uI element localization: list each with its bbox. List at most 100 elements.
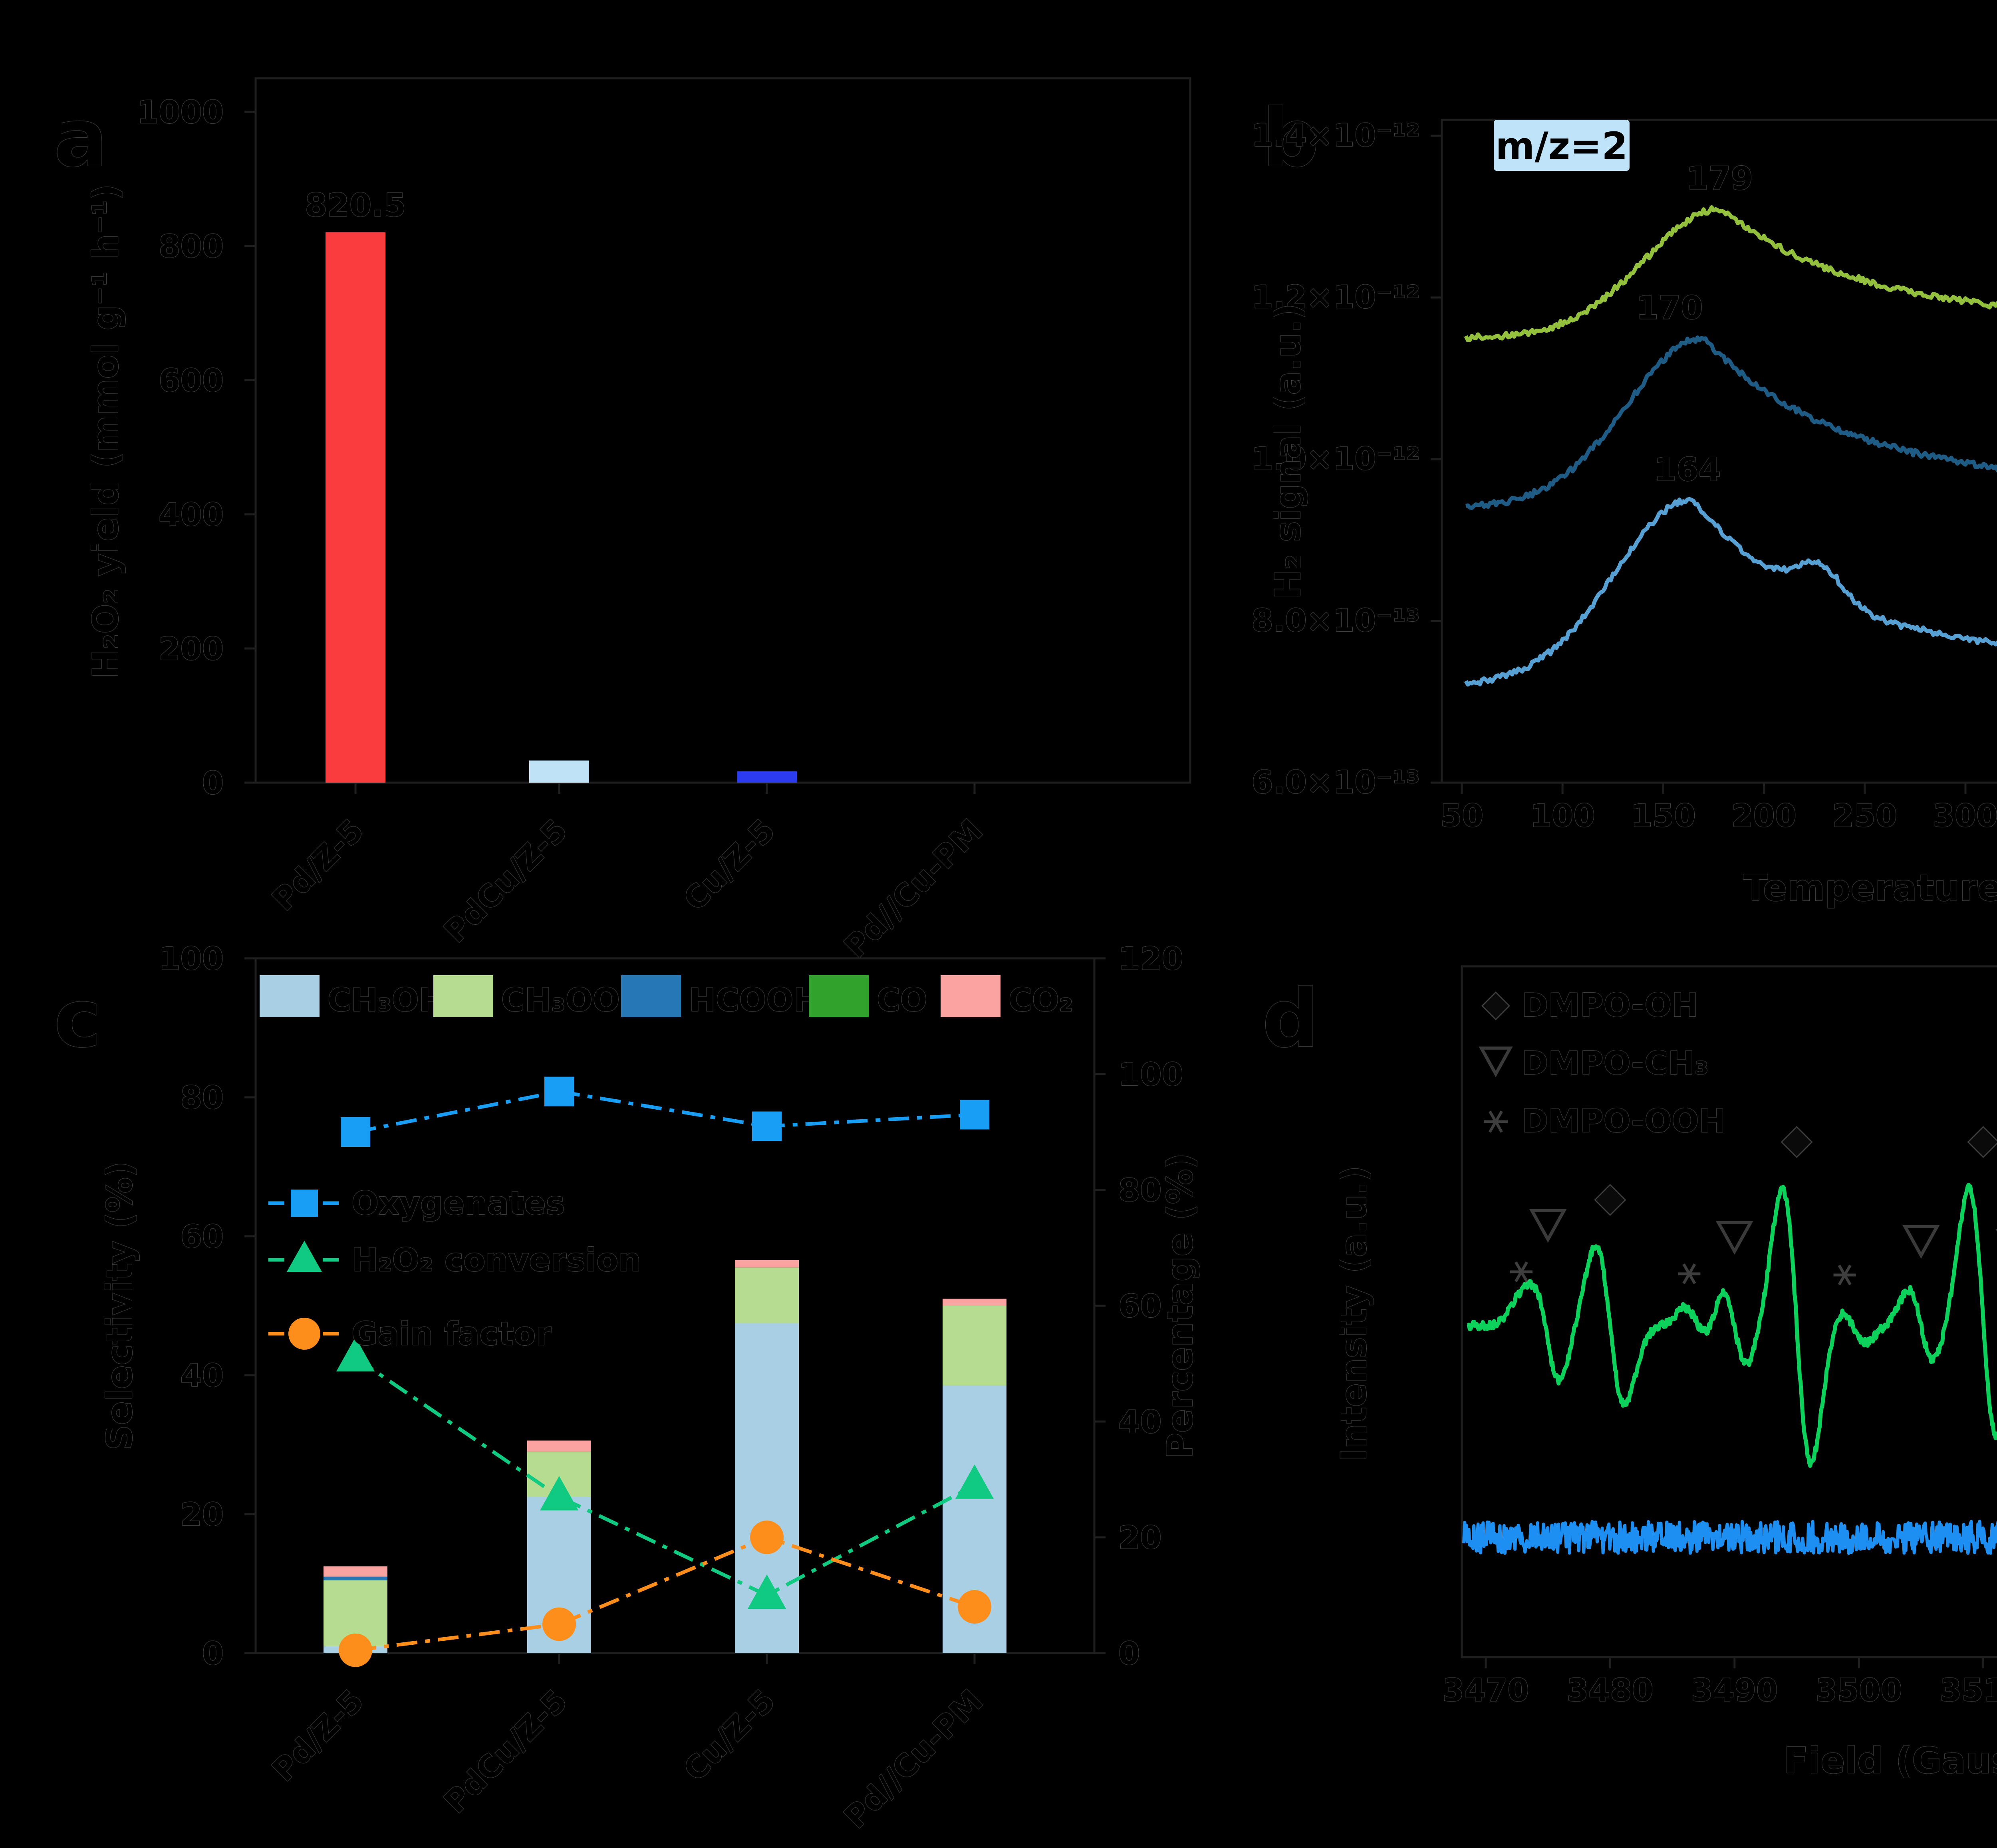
x-tick-label: 100: [1530, 798, 1595, 834]
x-tick-label: Cu/Z-5: [677, 813, 782, 918]
x-axis-label-b: Temperature (K): [1743, 867, 1997, 909]
stacked-bar-segment: [527, 1440, 591, 1452]
x-tick-label: Pd//Cu-PM: [838, 813, 990, 965]
diamond-marker-icon: [1594, 1184, 1626, 1216]
circle-marker-icon: [542, 1607, 576, 1641]
mz-badge: m/z=2: [1494, 120, 1630, 171]
legend-swatch-label: CO₂: [1008, 982, 1073, 1019]
legend-swatch-icon: [260, 975, 320, 1017]
line-H₂O₂ conversion: [354, 1356, 976, 1597]
y-tick-label: 200: [159, 631, 224, 667]
x-tick-label: Cu/Z-5: [677, 1683, 782, 1789]
triangle-marker-icon: [540, 1476, 578, 1511]
circle-marker-icon: [958, 1590, 991, 1624]
x-tick-label: 3510: [1940, 1673, 1997, 1709]
trace-Pd/Z-5: [1464, 497, 1997, 687]
trace-PdCu/Z-5: [1465, 335, 1997, 510]
legend-label: Gain factor: [351, 1315, 552, 1352]
stacked-bar-segment: [324, 1576, 387, 1580]
x-tick-label: 200: [1731, 798, 1797, 834]
y-tick-label-right: 80: [1118, 1173, 1162, 1209]
x-tick-label: 3490: [1691, 1673, 1778, 1709]
legend-swatch-icon: [941, 975, 1000, 1017]
legend-swatch-label: HCOOH: [689, 982, 820, 1019]
y-tick-label: 400: [159, 497, 224, 533]
panel-letter-c: c: [54, 972, 101, 1065]
bar: [529, 760, 589, 783]
line-Oxygenates: [355, 1090, 975, 1134]
circle-marker-icon: [339, 1633, 372, 1667]
y-tick-label: 1000: [137, 95, 224, 131]
panel-letter-a: a: [54, 92, 108, 185]
x-tick-label: 50: [1440, 798, 1484, 834]
triangle-down-marker-icon: [1479, 1046, 1513, 1077]
triangle-marker-icon: [336, 1337, 375, 1372]
square-marker-icon: [752, 1111, 782, 1141]
x-tick-label: 3500: [1816, 1673, 1902, 1709]
triangle-down-marker-icon: [1902, 1225, 1940, 1259]
legend-swatch-label: CH₃OH: [328, 982, 446, 1019]
stacked-bar-segment: [943, 1306, 1006, 1386]
x-tick-label: PdCu/Z-5: [437, 1683, 575, 1820]
peak-temperature-label: 164: [1654, 451, 1721, 488]
stacked-bar-segment: [735, 1267, 799, 1323]
asterisk-marker-icon: [1682, 1263, 1696, 1284]
line-Gain factor: [355, 1535, 975, 1652]
square-marker-icon: [960, 1100, 989, 1130]
triangle-down-marker-icon: [1716, 1221, 1753, 1255]
square-marker-icon: [544, 1077, 574, 1106]
stacked-bar-segment: [324, 1566, 387, 1577]
bar: [737, 771, 797, 783]
x-tick-label: Pd//Cu-PM: [838, 1683, 990, 1836]
y-axis-label-d: Intensity (a.u.): [1333, 1166, 1374, 1462]
circle-marker-icon: [288, 1318, 320, 1350]
y-tick-label-left: 0: [202, 1636, 224, 1672]
legend-swatch-icon: [809, 975, 869, 1017]
y-tick-label-left: 100: [159, 941, 224, 977]
triangle-down-marker-icon: [1529, 1209, 1567, 1243]
x-tick-label: 3480: [1567, 1673, 1654, 1709]
y-tick-label: 0: [202, 765, 224, 801]
circle-marker-icon: [750, 1521, 784, 1554]
diamond-marker-icon: [1967, 1126, 1997, 1158]
y-tick-label-right: 40: [1118, 1404, 1162, 1440]
x-tick-label: 250: [1832, 798, 1897, 834]
stacked-bar-segment: [943, 1299, 1006, 1306]
peak-temperature-label: 179: [1686, 160, 1753, 197]
x-tick-label: 3470: [1442, 1673, 1529, 1709]
y-tick-label: 6.0×10⁻¹³: [1251, 765, 1420, 801]
y-axis-label-b: H₂ signal (a.u.): [1267, 303, 1308, 599]
y-tick-label: 1.0×10⁻¹²: [1251, 441, 1420, 477]
panel-letter-d: d: [1262, 972, 1319, 1065]
x-tick-label: 300: [1933, 798, 1997, 834]
mz-badge-box: [1494, 120, 1630, 171]
diamond-marker-icon: [1481, 991, 1511, 1021]
triangle-marker-icon: [748, 1574, 786, 1609]
y-tick-label-left: 40: [180, 1358, 224, 1394]
y-axis-label-right-c: Percentage (%): [1159, 1153, 1201, 1458]
legend-label: H₂O₂ conversion: [351, 1241, 641, 1279]
y-tick-label: 600: [159, 363, 224, 399]
y-tick-label-left: 20: [180, 1497, 224, 1533]
y-tick-label-left: 60: [180, 1219, 224, 1255]
trace-before: [1462, 1520, 1997, 1555]
y-tick-label-right: 60: [1118, 1289, 1162, 1325]
panel-c: c CH₃OH CH₃OOH HCOOH CO CO₂020406080100020406…: [54, 941, 1201, 1836]
adduct-key-label: DMPO-OH: [1522, 987, 1698, 1024]
adduct-key-label: DMPO-CH₃: [1522, 1045, 1709, 1082]
y-tick-label-right: 0: [1118, 1636, 1140, 1672]
asterisk-marker-icon: [1514, 1261, 1529, 1282]
bar-value-label: 820.5: [305, 187, 406, 224]
mz-badge-text: m/z=2: [1495, 125, 1628, 168]
stacked-bar-segment: [735, 1260, 799, 1268]
trace-after: [1466, 1183, 1997, 1468]
panel-b-axes: [1441, 119, 1997, 784]
trace-Cu/Z-5: [1464, 205, 1997, 342]
y-tick-label: 8.0×10⁻¹³: [1251, 603, 1420, 639]
y-tick-label-right: 120: [1118, 941, 1183, 977]
panel-a-axes: [254, 77, 1191, 784]
square-marker-icon: [341, 1117, 370, 1147]
y-tick-label-left: 80: [180, 1080, 224, 1116]
